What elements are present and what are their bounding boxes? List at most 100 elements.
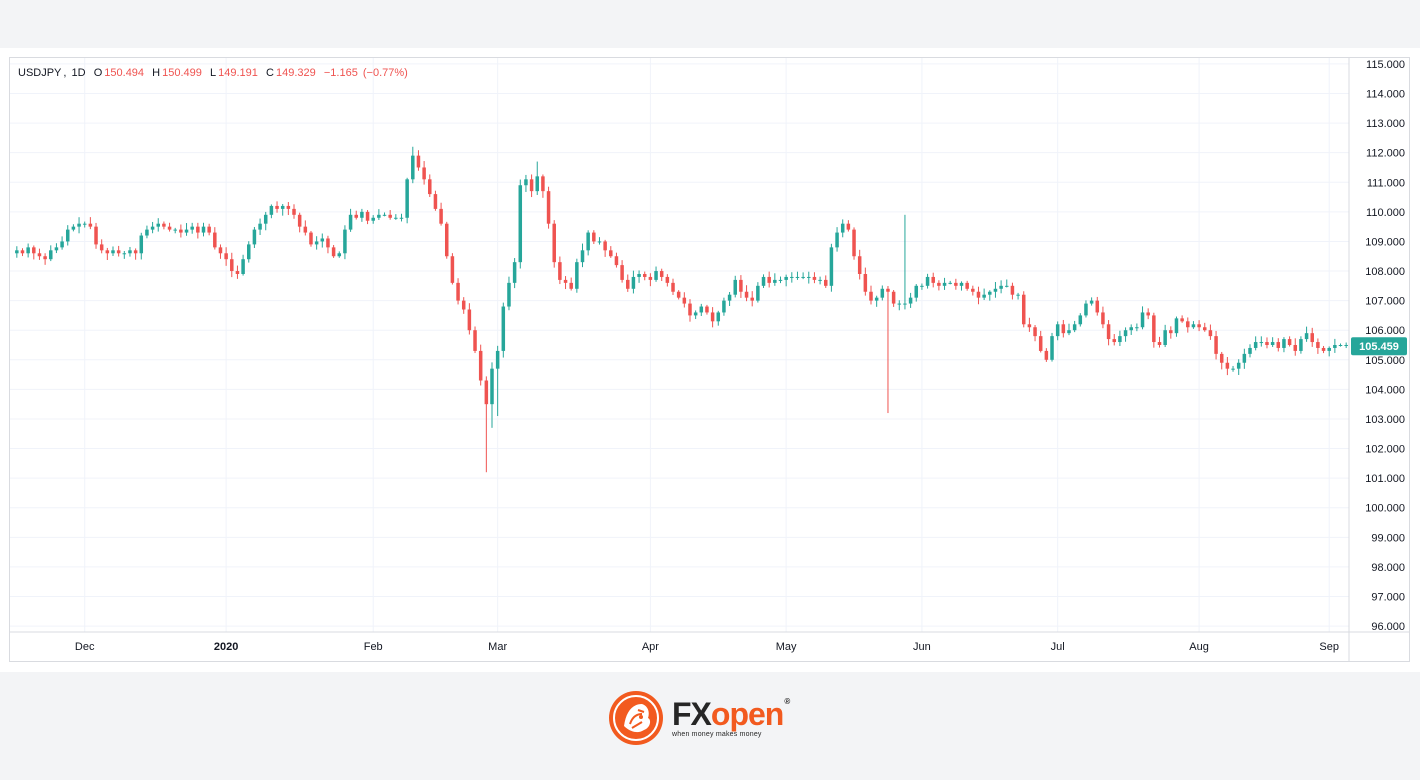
candle-body	[546, 191, 551, 224]
candle-body	[26, 247, 30, 254]
candle-body	[840, 223, 845, 233]
candle-body	[1321, 347, 1326, 351]
candle-down	[767, 271, 771, 288]
candle-up	[575, 258, 579, 293]
candle-body	[1106, 324, 1111, 340]
candle-up	[54, 243, 59, 254]
candle-up	[535, 161, 540, 195]
candle-down	[546, 186, 551, 229]
candle-up	[880, 285, 885, 301]
tiger-head-icon	[609, 691, 663, 745]
candle-down	[1106, 320, 1111, 346]
candle-body	[1067, 330, 1071, 334]
candle-down	[99, 239, 104, 254]
legend-change-pct: (−0.77%)	[362, 67, 408, 79]
candle-body	[727, 294, 732, 301]
candle-body	[903, 303, 907, 305]
candle-up	[411, 146, 415, 184]
candle-down	[1152, 312, 1156, 348]
candle-down	[1010, 282, 1015, 300]
candle-down	[433, 190, 438, 211]
candle-body	[156, 223, 161, 227]
brand-open: open	[710, 696, 784, 732]
candle-body	[247, 244, 251, 260]
candle-up	[65, 225, 70, 246]
candle-body	[394, 217, 398, 219]
candle-up	[756, 282, 760, 303]
page-top-band	[0, 0, 1420, 48]
candle-down	[303, 220, 308, 236]
candle-body	[971, 288, 975, 292]
candle-body	[1152, 315, 1156, 343]
candle-body	[77, 223, 81, 227]
candle-body	[767, 276, 771, 283]
price-tick-label: 97.000	[1371, 591, 1405, 603]
price-tick-label: 98.000	[1371, 562, 1405, 574]
candle-down	[416, 150, 421, 171]
candle-body	[1112, 339, 1116, 343]
candle-body	[710, 312, 715, 322]
candle-body	[959, 282, 964, 286]
candle-body	[1197, 324, 1201, 328]
candle-body	[495, 350, 500, 369]
candle-body	[88, 223, 93, 227]
candle-body	[37, 253, 42, 257]
candle-down	[88, 217, 93, 230]
candle-body	[659, 271, 664, 277]
candle-up	[512, 258, 517, 289]
candle-body	[501, 306, 506, 351]
candle-down	[558, 256, 562, 285]
time-tick-label: Jul	[1051, 641, 1065, 653]
legend-timeframe: 1D	[71, 67, 86, 79]
candle-body	[405, 179, 409, 218]
candle-body	[1248, 347, 1252, 354]
candle-down	[467, 303, 472, 335]
price-axis: 115.000 114.000 113.000 112.000 111.000 110.0…	[1365, 59, 1405, 633]
candle-body	[891, 291, 896, 304]
candle-body	[874, 297, 879, 301]
candle-up	[840, 219, 845, 238]
candle-body	[139, 235, 144, 254]
candle-body	[422, 167, 426, 180]
candle-body	[1214, 336, 1218, 354]
candle-down	[207, 223, 211, 236]
candle-body	[518, 185, 523, 263]
candle-body	[20, 250, 25, 254]
candle-down	[620, 260, 624, 283]
candle-body	[1186, 321, 1190, 328]
candle-down	[1061, 319, 1066, 338]
candle-body	[948, 282, 952, 284]
legend-high: 150.499	[162, 67, 202, 79]
candle-down	[665, 274, 670, 287]
candle-up	[903, 214, 907, 310]
candle-body	[275, 205, 279, 209]
legend-change: −1.165	[323, 67, 358, 79]
candle-up	[795, 271, 800, 280]
candle-body	[207, 226, 211, 233]
candle-up	[761, 274, 766, 289]
candle-up	[784, 274, 788, 287]
candle-up	[1242, 348, 1247, 369]
candle-body	[569, 282, 573, 289]
candle-up	[1344, 342, 1348, 349]
candle-body	[1265, 342, 1269, 345]
candle-body	[65, 229, 70, 242]
candle-up	[405, 177, 409, 224]
candle-body	[942, 282, 947, 286]
candle-body	[99, 244, 104, 251]
candle-body	[784, 276, 788, 280]
last-price-badge: 105.459	[1351, 337, 1407, 356]
candle-up	[343, 225, 347, 260]
candle-up	[1140, 306, 1145, 330]
candle-up	[1005, 279, 1009, 288]
candle-down	[1293, 338, 1298, 356]
candle-body	[71, 226, 76, 230]
price-tick-label: 104.000	[1365, 384, 1405, 396]
candlestick-chart[interactable]: 115.000 114.000 113.000 112.000 111.000 110.0…	[10, 58, 1409, 661]
candle-body	[920, 285, 924, 287]
time-tick-label: 2020	[214, 641, 238, 653]
candle-down	[869, 285, 873, 305]
candle-down	[642, 271, 647, 281]
fxopen-logo[interactable]: FXopen® when money makes money	[608, 690, 790, 746]
price-tick-label: 108.000	[1365, 266, 1405, 278]
